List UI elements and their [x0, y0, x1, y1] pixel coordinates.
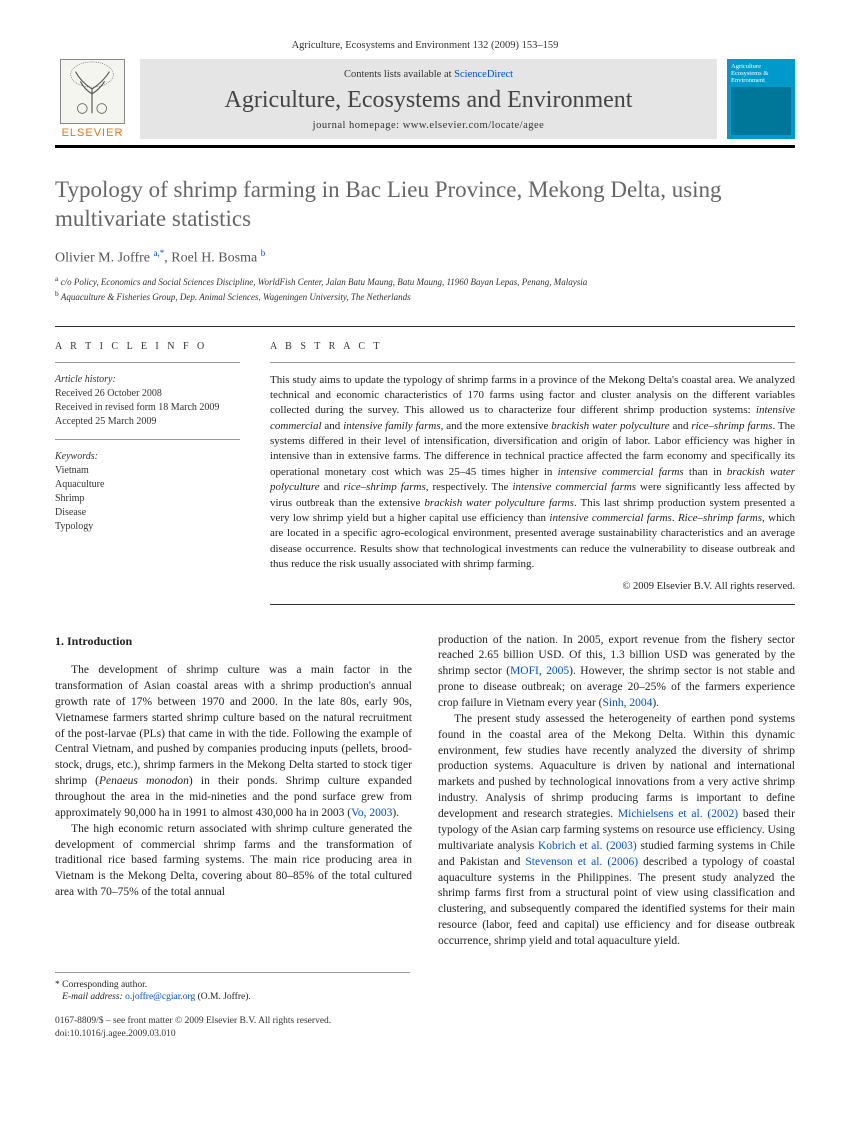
journal-homepage: journal homepage: www.elsevier.com/locat… [155, 120, 702, 131]
corresponding-author: * Corresponding author. [55, 979, 410, 991]
history-label: Article history: [55, 373, 240, 387]
history-revised: Received in revised form 18 March 2009 [55, 401, 240, 415]
doi-line: doi:10.1016/j.agee.2009.03.010 [55, 1028, 795, 1040]
keywords-label: Keywords: [55, 450, 240, 464]
keyword: Disease [55, 506, 240, 520]
history-accepted: Accepted 25 March 2009 [55, 415, 240, 429]
journal-title: Agriculture, Ecosystems and Environment [155, 87, 702, 114]
intro-p1: The development of shrimp culture was a … [55, 663, 412, 822]
affiliations: a c/o Policy, Economics and Social Scien… [55, 274, 795, 303]
issn-line: 0167-8809/$ – see front matter © 2009 El… [55, 1015, 795, 1027]
keyword: Typology [55, 520, 240, 534]
header-rule [55, 145, 795, 148]
journal-cover-thumbnail: Agriculture Ecosystems & Environment [727, 59, 795, 139]
history-received: Received 26 October 2008 [55, 387, 240, 401]
page-footer: 0167-8809/$ – see front matter © 2009 El… [55, 1015, 795, 1040]
keyword: Vietnam [55, 464, 240, 478]
contents-available: Contents lists available at ScienceDirec… [155, 69, 702, 80]
article-info-label: A R T I C L E I N F O [55, 341, 240, 352]
sciencedirect-link[interactable]: ScienceDirect [454, 69, 513, 80]
keyword: Aquaculture [55, 478, 240, 492]
header-band: ELSEVIER Contents lists available at Sci… [55, 59, 795, 139]
elsevier-logo: ELSEVIER [55, 59, 130, 139]
authors: Olivier M. Joffre a,*, Roel H. Bosma b [55, 248, 795, 267]
article-info-column: A R T I C L E I N F O Article history: R… [55, 341, 240, 605]
journal-banner: Contents lists available at ScienceDirec… [140, 59, 717, 139]
email-footnote: E-mail address: o.joffre@cgiar.org (O.M.… [55, 991, 410, 1003]
introduction-body: 1. Introduction The development of shrim… [55, 633, 795, 950]
abstract-column: A B S T R A C T This study aims to updat… [270, 341, 795, 605]
keyword: Shrimp [55, 492, 240, 506]
abstract-label: A B S T R A C T [270, 341, 795, 352]
author-email-link[interactable]: o.joffre@cgiar.org [125, 992, 195, 1002]
journal-reference: Agriculture, Ecosystems and Environment … [55, 40, 795, 51]
abstract-text: This study aims to update the typology o… [270, 373, 795, 573]
intro-heading: 1. Introduction [55, 633, 412, 650]
elsevier-wordmark: ELSEVIER [62, 127, 124, 139]
elsevier-tree-icon [60, 59, 125, 124]
intro-p4: The present study assessed the heterogen… [438, 712, 795, 950]
intro-p2: The high economic return associated with… [55, 822, 412, 901]
intro-p3: production of the nation. In 2005, expor… [438, 633, 795, 712]
copyright: © 2009 Elsevier B.V. All rights reserved… [270, 581, 795, 592]
footnotes: * Corresponding author. E-mail address: … [55, 972, 410, 1004]
article-title: Typology of shrimp farming in Bac Lieu P… [55, 176, 795, 234]
